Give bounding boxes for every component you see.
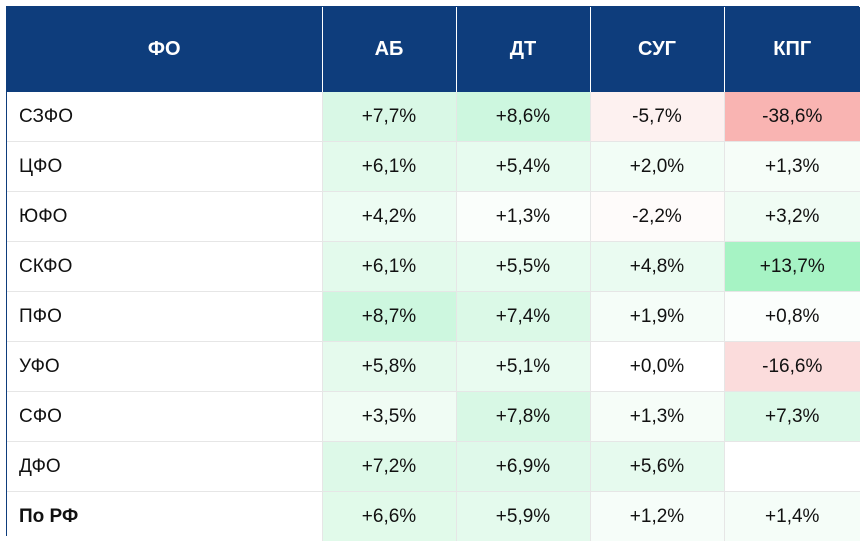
value-cell: +6,1% <box>322 141 457 192</box>
region-name: ПФО <box>7 291 323 342</box>
value-cell: -5,7% <box>590 92 725 142</box>
region-name: ЮФО <box>7 191 323 242</box>
header-dt: ДТ <box>456 7 591 92</box>
value-cell: +7,2% <box>322 441 457 492</box>
header-row: ФО АБ ДТ СУГ КПГ <box>7 7 860 92</box>
value-cell: +1,2% <box>590 491 725 541</box>
value-cell: +8,6% <box>456 92 591 142</box>
value-cell: +7,7% <box>322 92 457 142</box>
value-cell: +0,0% <box>590 341 725 392</box>
header-kpg: КПГ <box>724 7 860 92</box>
value-cell: +1,4% <box>724 491 860 541</box>
value-cell: +6,1% <box>322 241 457 292</box>
value-cell: +6,9% <box>456 441 591 492</box>
value-cell: -38,6% <box>724 92 860 142</box>
header-ab: АБ <box>322 7 457 92</box>
value-cell: +4,2% <box>322 191 457 242</box>
value-cell: +0,8% <box>724 291 860 342</box>
value-cell: +1,9% <box>590 291 725 342</box>
table-row: УФО +5,8% +5,1% +0,0% -16,6% <box>7 341 860 392</box>
value-cell: +7,4% <box>456 291 591 342</box>
table-row: СЗФО +7,7% +8,6% -5,7% -38,6% <box>7 92 860 142</box>
value-cell: +6,6% <box>322 491 457 541</box>
value-cell: +5,4% <box>456 141 591 192</box>
value-cell: +3,2% <box>724 191 860 242</box>
value-cell: -16,6% <box>724 341 860 392</box>
growth-table-container: ФО АБ ДТ СУГ КПГ СЗФО +7,7% +8,6% -5,7% -38,… <box>6 6 860 541</box>
value-cell: +7,8% <box>456 391 591 442</box>
header-sug: СУГ <box>590 7 725 92</box>
value-cell: +7,3% <box>724 391 860 442</box>
region-name: ЦФО <box>7 141 323 192</box>
value-cell: +8,7% <box>322 291 457 342</box>
value-cell: +4,8% <box>590 241 725 292</box>
value-cell: +1,3% <box>590 391 725 442</box>
value-cell: +5,1% <box>456 341 591 392</box>
value-cell: +5,9% <box>456 491 591 541</box>
value-cell: +1,3% <box>724 141 860 192</box>
table-row: ЮФО +4,2% +1,3% -2,2% +3,2% <box>7 191 860 242</box>
region-name: По РФ <box>7 491 323 541</box>
header-fo: ФО <box>7 7 323 92</box>
value-cell: +3,5% <box>322 391 457 442</box>
region-name: ДФО <box>7 441 323 492</box>
region-name: СЗФО <box>7 92 323 142</box>
value-cell: +5,5% <box>456 241 591 292</box>
table-row: ДФО +7,2% +6,9% +5,6% <box>7 441 860 492</box>
growth-table: ФО АБ ДТ СУГ КПГ СЗФО +7,7% +8,6% -5,7% -38,… <box>7 7 860 541</box>
value-cell: +2,0% <box>590 141 725 192</box>
value-cell: +13,7% <box>724 241 860 292</box>
region-name: СФО <box>7 391 323 442</box>
table-row: СФО +3,5% +7,8% +1,3% +7,3% <box>7 391 860 442</box>
region-name: СКФО <box>7 241 323 292</box>
value-cell <box>724 441 860 492</box>
total-row: По РФ +6,6% +5,9% +1,2% +1,4% <box>7 491 860 541</box>
region-name: УФО <box>7 341 323 392</box>
table-row: ПФО +8,7% +7,4% +1,9% +0,8% <box>7 291 860 342</box>
value-cell: +1,3% <box>456 191 591 242</box>
value-cell: -2,2% <box>590 191 725 242</box>
table-row: СКФО +6,1% +5,5% +4,8% +13,7% <box>7 241 860 292</box>
table-row: ЦФО +6,1% +5,4% +2,0% +1,3% <box>7 141 860 192</box>
value-cell: +5,6% <box>590 441 725 492</box>
value-cell: +5,8% <box>322 341 457 392</box>
